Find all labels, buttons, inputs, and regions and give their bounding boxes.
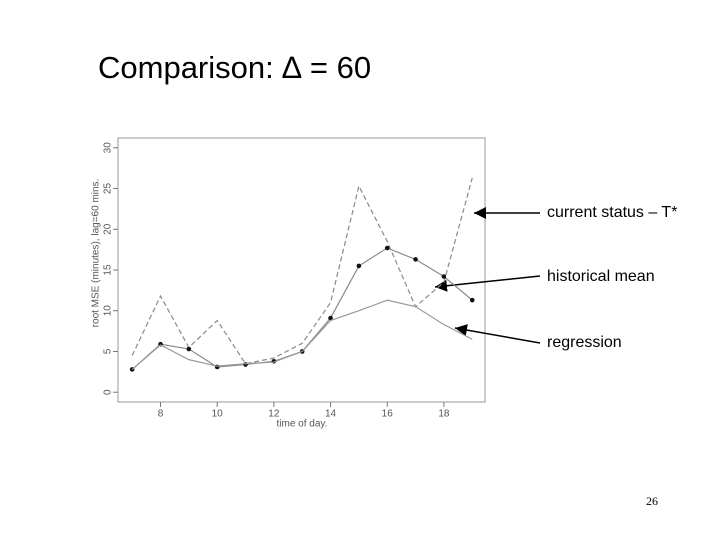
x-tick-label: 14 <box>325 409 337 420</box>
data-point <box>413 257 418 262</box>
y-axis-label: root MSE (minutes), lag=60 mins. <box>91 179 102 328</box>
annotation: historical mean <box>547 268 655 285</box>
annotation: current status – T* <box>547 204 677 221</box>
y-tick-label: 15 <box>103 264 114 276</box>
arrow <box>434 275 541 292</box>
y-tick-label: 30 <box>103 142 114 154</box>
x-tick-label: 10 <box>212 409 224 420</box>
y-tick-label: 20 <box>103 223 114 235</box>
x-tick-label: 8 <box>158 409 164 420</box>
slide-title: Comparison: ∆ = 60 <box>98 50 371 85</box>
data-point <box>469 297 475 303</box>
plot-frame <box>117 137 486 403</box>
x-tick-label: 18 <box>438 409 450 420</box>
data-point <box>328 315 333 321</box>
data-point <box>384 245 390 251</box>
annotation: regression <box>547 334 622 351</box>
series-line <box>131 177 473 365</box>
data-point <box>441 274 447 279</box>
data-point <box>186 346 192 352</box>
x-tick-label: 12 <box>268 409 280 420</box>
page-number: 26 <box>646 494 658 508</box>
y-tick-label: 25 <box>103 183 114 195</box>
series-line <box>131 299 473 370</box>
y-tick-label: 10 <box>103 305 114 317</box>
arrow <box>454 324 541 344</box>
x-axis-label: time of day. <box>277 419 328 430</box>
y-tick-label: 5 <box>103 348 114 354</box>
data-point <box>243 362 248 367</box>
data-point <box>356 263 362 269</box>
y-tick-label: 0 <box>103 389 114 395</box>
x-tick-label: 16 <box>382 409 394 420</box>
